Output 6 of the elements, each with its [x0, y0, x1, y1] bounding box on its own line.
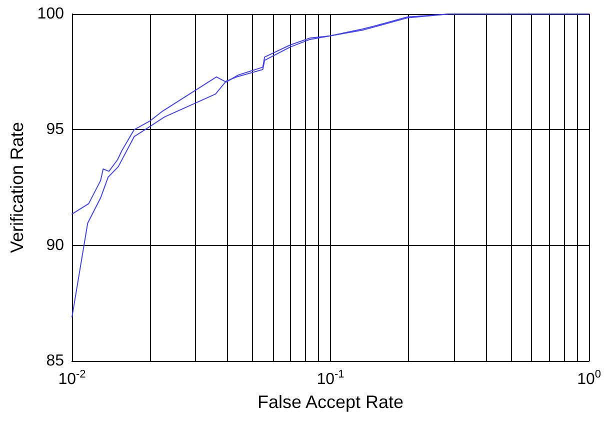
y-tick-label: 90	[46, 236, 64, 254]
x-axis-title: False Accept Rate	[257, 392, 404, 412]
y-tick-label: 85	[46, 352, 64, 370]
y-axis-title: Verification Rate	[7, 122, 27, 254]
y-tick-label: 100	[37, 6, 64, 22]
y-tick-label: 95	[46, 121, 64, 138]
